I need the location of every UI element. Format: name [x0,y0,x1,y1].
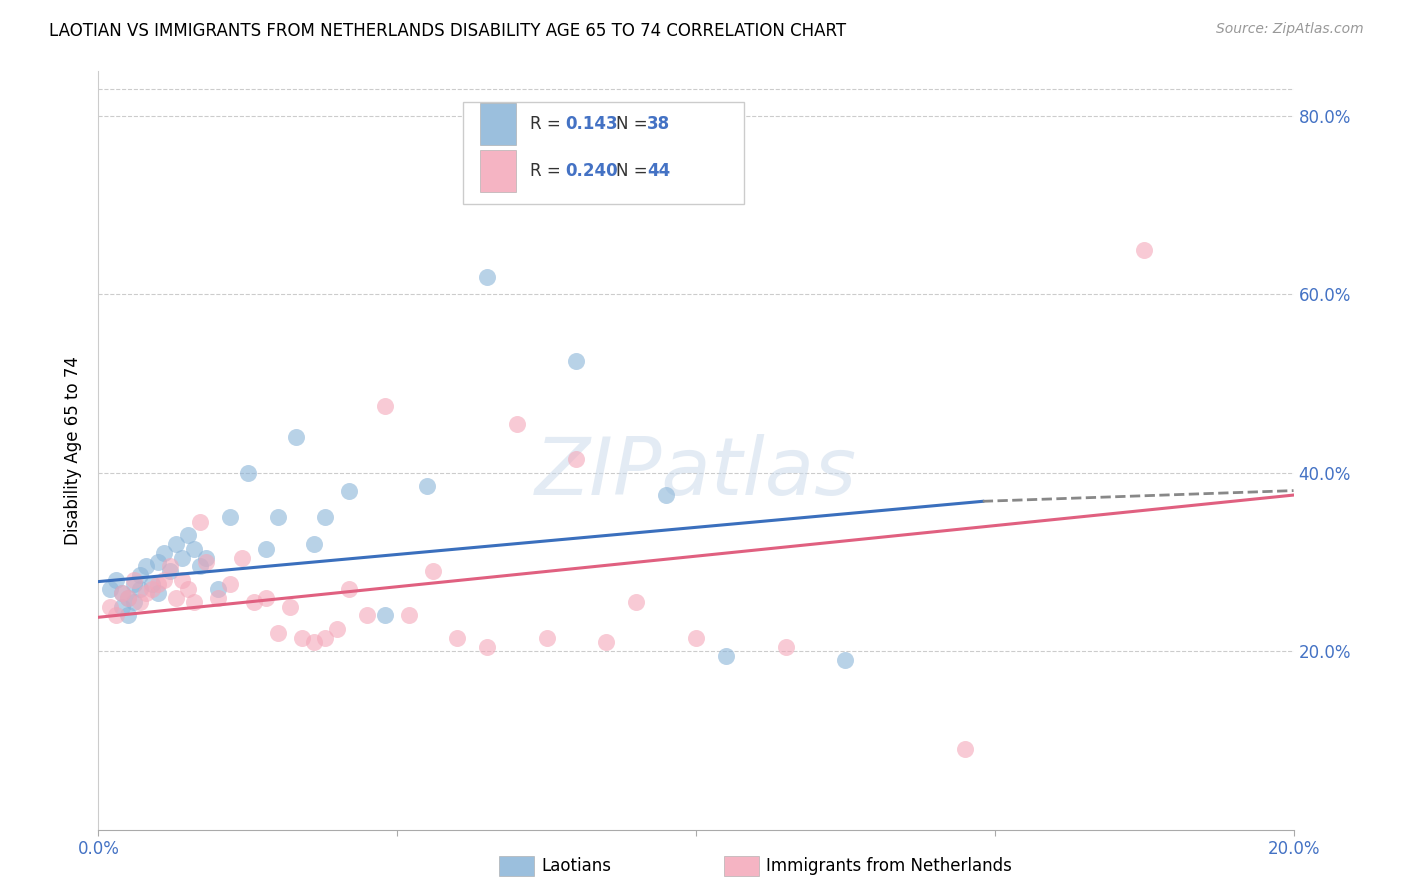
Point [195,550,218,565]
Point [231,550,253,565]
Point [356,608,378,623]
Text: N =: N = [616,162,652,180]
Point [284,430,307,444]
Point [416,479,439,493]
Point [183,595,205,609]
Point [207,582,229,596]
Point [172,573,194,587]
Text: 0.240: 0.240 [565,162,619,180]
Point [148,586,170,600]
Point [124,573,146,587]
Point [188,515,211,529]
Point [159,564,181,578]
Point [475,269,498,284]
Point [953,742,976,756]
Text: R =: R = [530,115,565,133]
Point [626,595,648,609]
Point [165,591,187,605]
Point [117,608,139,623]
Point [398,608,420,623]
Point [374,608,396,623]
Point [124,577,146,591]
Point [195,555,218,569]
Point [475,640,498,654]
Point [326,622,349,636]
Point [135,559,157,574]
Point [236,466,259,480]
Point [129,595,152,609]
Point [172,550,194,565]
Point [129,582,152,596]
Point [165,537,187,551]
Point [153,573,176,587]
Point [565,452,588,467]
Point [111,586,134,600]
Point [714,648,737,663]
Point [1133,243,1156,257]
Point [111,599,134,614]
Text: Immigrants from Netherlands: Immigrants from Netherlands [766,857,1012,875]
Point [685,631,707,645]
Text: Source: ZipAtlas.com: Source: ZipAtlas.com [1216,22,1364,37]
Point [153,546,176,560]
Point [177,528,200,542]
Point [595,635,617,649]
Point [105,573,128,587]
Point [565,354,588,368]
Point [267,510,290,524]
Point [129,568,152,582]
Point [219,577,242,591]
Point [219,510,242,524]
FancyBboxPatch shape [479,150,516,192]
Point [177,582,200,596]
Point [315,631,337,645]
Point [183,541,205,556]
Point [98,599,122,614]
Point [141,577,163,591]
Point [98,582,122,596]
Point [374,399,396,413]
Point [446,631,468,645]
Text: R =: R = [530,162,565,180]
Text: 0.143: 0.143 [565,115,619,133]
Y-axis label: Disability Age 65 to 74: Disability Age 65 to 74 [65,356,83,545]
Point [775,640,797,654]
Text: N =: N = [616,115,652,133]
Point [278,599,301,614]
Point [339,483,361,498]
Point [339,582,361,596]
Point [254,541,277,556]
Point [254,591,277,605]
Point [302,537,325,551]
Point [148,577,170,591]
Point [148,555,170,569]
Point [135,586,157,600]
Point [124,595,146,609]
Point [655,488,678,502]
Point [111,586,134,600]
FancyBboxPatch shape [463,102,744,204]
Point [536,631,558,645]
Point [243,595,266,609]
Point [422,564,444,578]
Text: 38: 38 [647,115,671,133]
Point [291,631,314,645]
Text: LAOTIAN VS IMMIGRANTS FROM NETHERLANDS DISABILITY AGE 65 TO 74 CORRELATION CHART: LAOTIAN VS IMMIGRANTS FROM NETHERLANDS D… [49,22,846,40]
Point [506,417,529,431]
Point [141,582,163,596]
Text: 44: 44 [647,162,671,180]
Point [117,591,139,605]
Point [315,510,337,524]
Point [188,559,211,574]
Point [834,653,856,667]
Point [159,559,181,574]
Text: Laotians: Laotians [541,857,612,875]
Point [207,591,229,605]
FancyBboxPatch shape [479,103,516,145]
Point [302,635,325,649]
Point [267,626,290,640]
Point [105,608,128,623]
Point [117,591,139,605]
Text: ZIPatlas: ZIPatlas [534,434,858,512]
